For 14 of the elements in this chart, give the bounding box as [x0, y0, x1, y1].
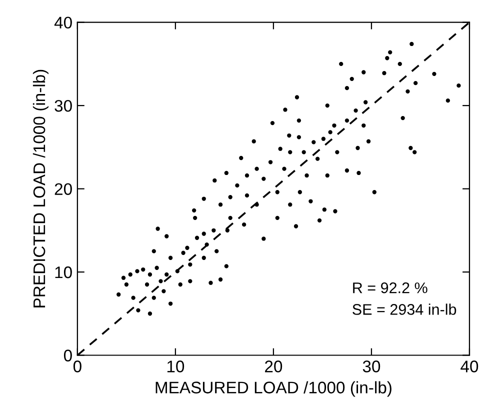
x-tick-label: 0: [73, 360, 82, 372]
x-tick-label: 20: [265, 360, 282, 372]
y-tick-label: 40: [54, 16, 72, 29]
annotation: SE = 2934 in-lb: [352, 304, 456, 315]
x-tick-label: 40: [460, 360, 478, 372]
y-tick-label: 0: [64, 350, 72, 362]
x-axis-title: MEASURED LOAD /1000 (in-lb): [156, 381, 392, 397]
y-axis-title: PREDICTED LOAD /1000 (in-lb): [32, 70, 48, 308]
x-tick-label: 10: [167, 360, 184, 372]
annotation: R = 92.2 %: [353, 282, 428, 294]
y-tick-label: 10: [55, 266, 72, 278]
y-tick-label: 30: [54, 100, 72, 112]
y-tick-label: 20: [54, 183, 72, 195]
x-tick-label: 30: [362, 360, 380, 372]
